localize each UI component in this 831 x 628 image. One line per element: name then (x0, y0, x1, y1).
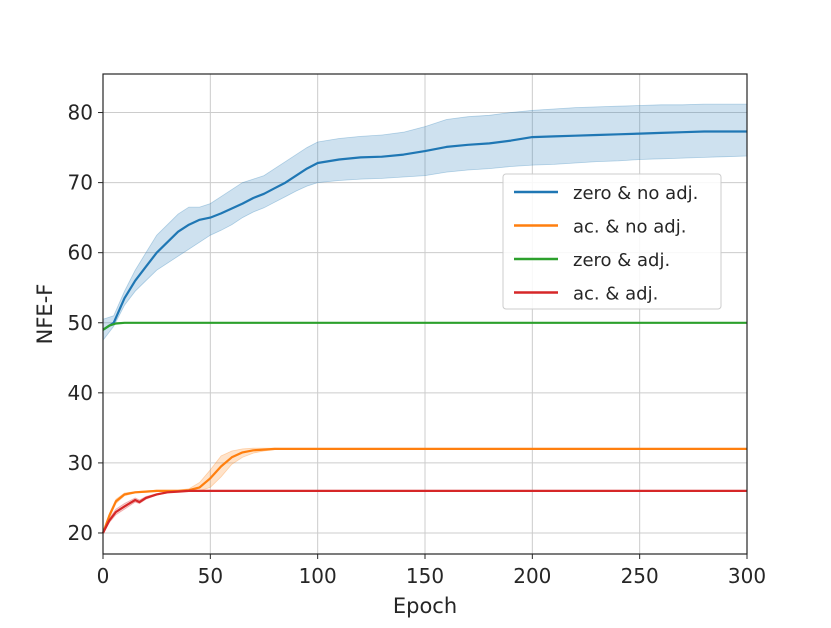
y-tick-label: 60 (68, 241, 93, 265)
x-tick-label: 50 (198, 564, 223, 588)
legend: zero & no adj. ac. & no adj. zero & adj. ac… (502, 173, 722, 310)
y-tick-label: 70 (68, 171, 93, 195)
series-lines (101, 130, 747, 534)
x-tick-label: 100 (299, 564, 337, 588)
legend-label-3: ac. & adj. (573, 284, 658, 305)
legend-box (502, 173, 722, 310)
x-tick-label: 0 (97, 564, 110, 588)
y-tick-label: 80 (68, 101, 93, 125)
y-axis-label: NFE-F (33, 284, 57, 345)
x-tick-label: 150 (406, 564, 444, 588)
x-axis-ticks: 0 50 100 150 200 250 300 (97, 554, 766, 588)
series-3-band (102, 490, 747, 534)
legend-label-2: zero & adj. (573, 250, 670, 271)
legend-label-1: ac. & no adj. (573, 217, 686, 238)
y-tick-label: 20 (68, 521, 93, 545)
series-2-line (102, 321, 747, 331)
series-3-line (102, 489, 747, 534)
x-axis-label: Epoch (393, 594, 457, 618)
y-tick-label: 50 (68, 311, 93, 335)
y-tick-label: 40 (68, 381, 93, 405)
series-0-line (102, 130, 747, 331)
series-1-line (101, 447, 747, 534)
y-tick-label: 30 (68, 451, 93, 475)
x-tick-label: 250 (621, 564, 659, 588)
y-axis-ticks: 20 30 40 50 60 70 80 (68, 101, 103, 545)
x-tick-label: 200 (513, 564, 551, 588)
legend-label-0: zero & no adj. (573, 183, 698, 204)
x-tick-label: 300 (728, 564, 766, 588)
